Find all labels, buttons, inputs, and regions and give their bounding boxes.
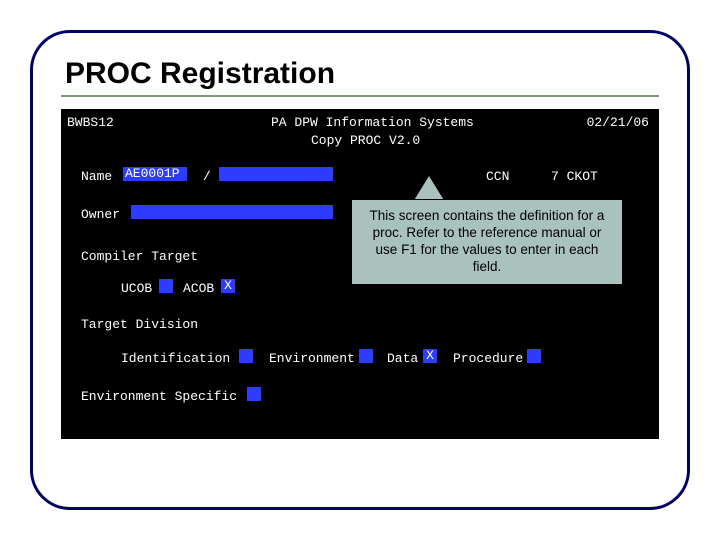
identification-flag-field[interactable] [239, 349, 253, 363]
screen-id: BWBS12 [67, 113, 114, 133]
procedure-label: Procedure [453, 349, 523, 369]
callout-box: This screen contains the definition for … [351, 199, 623, 285]
env-specific-label: Environment Specific [81, 387, 237, 407]
acob-label: ACOB [183, 279, 214, 299]
header-line1: PA DPW Information Systems [271, 113, 474, 133]
data-flag-field[interactable]: X [423, 349, 437, 363]
name-label: Name [81, 167, 112, 187]
slide-frame: PROC Registration BWBS12 PA DPW Informat… [30, 30, 690, 510]
name-field[interactable]: AE0001P [123, 167, 187, 181]
compiler-target-label: Compiler Target [81, 247, 198, 267]
callout-text: This screen contains the definition for … [370, 208, 605, 274]
data-label: Data [387, 349, 418, 369]
owner-field[interactable] [131, 205, 333, 219]
ucob-flag-field[interactable] [159, 279, 173, 293]
title-underline [61, 95, 659, 97]
ccn-value: 7 CKOT [551, 167, 598, 187]
ucob-label: UCOB [121, 279, 152, 299]
environment-label: Environment [269, 349, 355, 369]
acob-flag-field[interactable]: X [221, 279, 235, 293]
name-slash: / [203, 167, 211, 187]
header-line2: Copy PROC V2.0 [311, 131, 420, 151]
target-division-label: Target Division [81, 315, 198, 335]
slide-title: PROC Registration [65, 57, 659, 91]
name2-field[interactable] [219, 167, 333, 181]
identification-label: Identification [121, 349, 230, 369]
header-date: 02/21/06 [587, 113, 649, 133]
ccn-label: CCN [486, 167, 509, 187]
owner-label: Owner [81, 205, 120, 225]
environment-flag-field[interactable] [359, 349, 373, 363]
env-specific-flag-field[interactable] [247, 387, 261, 401]
terminal-screen: BWBS12 PA DPW Information Systems 02/21/… [61, 109, 659, 439]
slide: PROC Registration BWBS12 PA DPW Informat… [0, 0, 720, 540]
procedure-flag-field[interactable] [527, 349, 541, 363]
